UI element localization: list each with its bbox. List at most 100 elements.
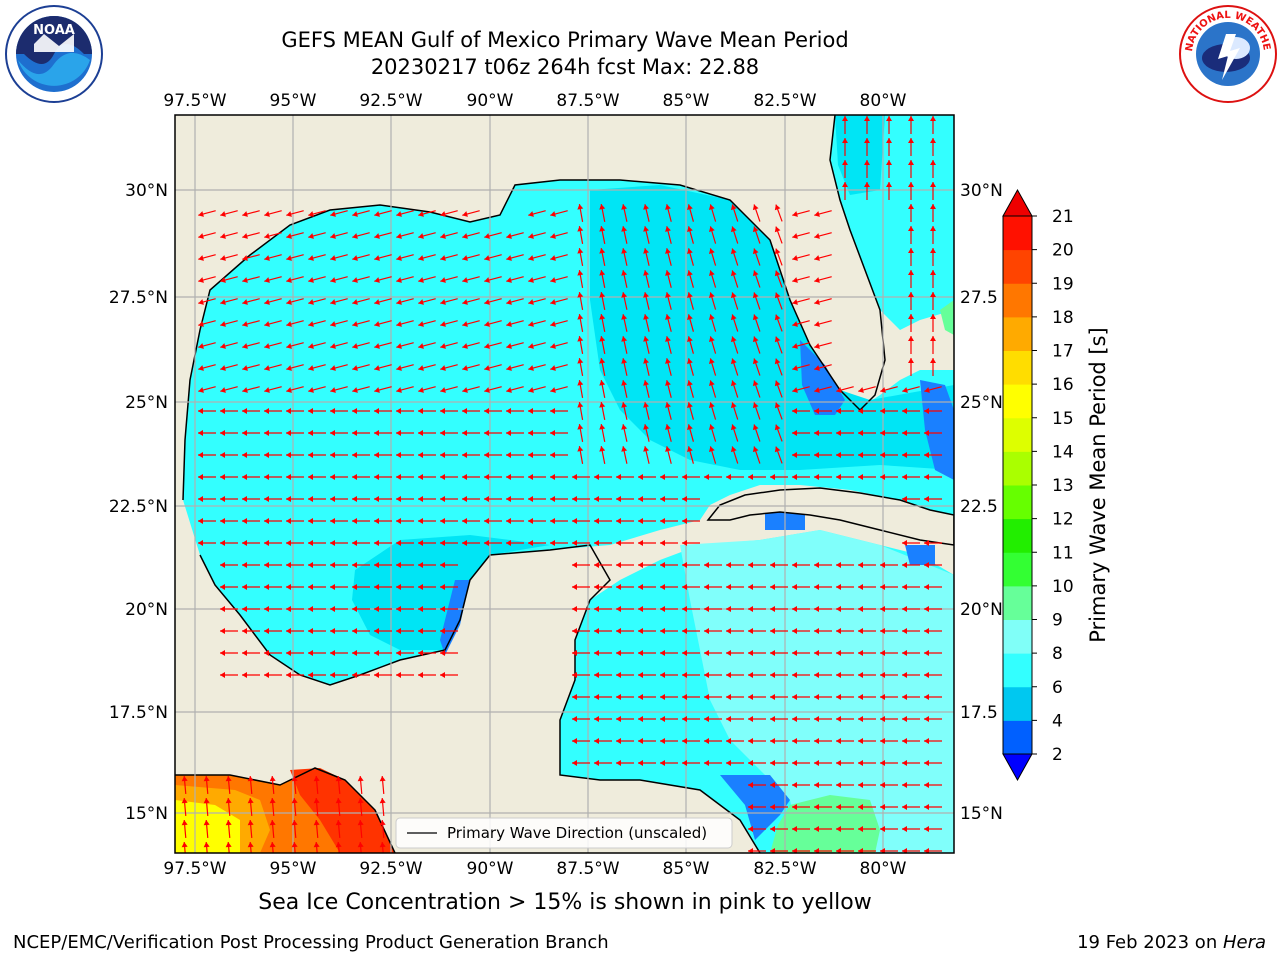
lon-label-bottom: 95°W [270,859,317,879]
wave-arrow-head [616,540,621,546]
wave-arrow-head [396,387,402,393]
wave-arrow-head [792,562,797,568]
wave-arrow-head [638,562,643,568]
graticule [175,115,954,853]
wave-arrow-head [330,606,335,612]
wave-arrow-head [506,474,511,480]
wave-arrow-head [599,446,606,452]
wave-arrow-head [506,387,512,393]
wave-arrow-head [880,694,885,700]
wave-arrow-head [594,650,599,656]
wave-arrow-head [770,562,775,568]
wave-arrow-head [396,650,401,656]
wave-arrow-head [660,628,665,634]
wave-arrow-head [836,848,841,853]
wave-arrow-head [930,226,936,231]
wave-arrow-head [814,387,820,393]
wave-arrow-head [924,826,929,832]
wave-arrow-head [638,716,643,722]
wave-arrow-head [577,292,584,298]
wave-arrow-head [864,138,870,143]
wave-arrow-head [198,255,204,261]
wave-arrow-head [770,716,775,722]
wave-arrow-head [616,562,621,568]
colorbar-tick: 21 [1052,207,1074,227]
wave-arrow-head [440,408,445,414]
wave-arrow-head [770,848,775,853]
wave-arrow-head [550,430,555,436]
wave-arrow-head [203,842,210,848]
wave-arrow-head [902,540,907,546]
lat-label-left: 25°N [125,393,168,413]
wave-arrow-head [842,160,848,165]
wave-arrow-head [708,248,715,255]
wave-arrow-head [220,321,226,327]
wave-arrow-head [335,776,342,782]
caribbean-green-patch [770,795,880,853]
wave-arrow-head [858,474,863,480]
wave-arrow-head [748,826,753,832]
lat-label-right: 27.5 [960,288,998,308]
wave-arrow-head [752,314,759,321]
wave-arrow-head [814,474,819,480]
wave-arrow-head [396,628,401,634]
wave-arrow-head [313,842,320,848]
wave-arrow-head [774,358,781,365]
lon-labels-bottom: 97.5°W 95°W 92.5°W 90°W 87.5°W 85°W 82.5°W 80°W [163,859,906,879]
wave-arrow-head [638,694,643,700]
wave-arrow-head [752,336,759,343]
wave-arrow-head [774,314,781,321]
wave-arrow-head [264,584,269,590]
wave-arrow-head [440,343,446,349]
wave-arrow-head [638,628,643,634]
colorbar-segment [1003,686,1032,721]
wave-arrow-head [748,848,753,853]
wave-arrow-head [682,562,687,568]
wave-arrow-head [572,584,577,590]
wave-arrow-head [506,321,512,327]
wave-arrow-head [594,562,599,568]
wave-arrow-head [572,716,577,722]
wave-arrow-head [242,211,248,217]
wave-arrow-head [220,518,225,524]
wave-arrow-head [462,343,468,349]
wave-arrow-head [330,672,335,678]
wave-arrow-head [374,299,380,305]
wave-arrow-head [858,826,863,832]
wave-arrow-head [665,204,671,210]
wave-arrow-head [330,584,335,590]
wave-arrow-head [313,798,320,804]
wave-arrow-head [643,336,649,342]
wave-arrow-head [708,380,715,387]
wave-arrow-head [462,430,467,436]
wave-arrow-head [774,336,781,343]
wave-arrow-head [506,233,512,239]
wave-arrow-head [528,321,534,327]
wave-arrow-head [924,694,929,700]
wave-arrow-head [308,650,313,656]
wave-arrow-head [836,430,841,436]
wave-arrow-head [748,628,753,634]
wave-arrow-head [643,204,649,210]
wave-arrow-head [286,277,292,283]
wave-arrow-head [726,474,731,480]
svg-text:NOAA: NOAA [33,23,75,38]
wave-arrow-head [858,584,863,590]
wave-arrow-head [418,584,423,590]
wave-arrow-head [198,387,204,393]
wave-arrow-head [308,474,313,480]
wave-arrow-head [792,650,797,656]
wave-arrow-head [858,782,863,788]
wave-arrow-head [396,233,402,239]
wave-arrow-head [203,798,210,804]
wave-arrow-head [396,343,402,349]
wave-arrow-head [752,358,759,365]
wave-arrow-head [330,628,335,634]
lat-label-left: 22.5°N [109,497,168,517]
wave-arrow-head [286,365,292,371]
wave-arrow-head [730,292,737,299]
wave-arrow-head [528,496,533,502]
wave-arrow-head [572,474,577,480]
wave-arrow-head [930,204,936,209]
wave-arrow-head [836,562,841,568]
